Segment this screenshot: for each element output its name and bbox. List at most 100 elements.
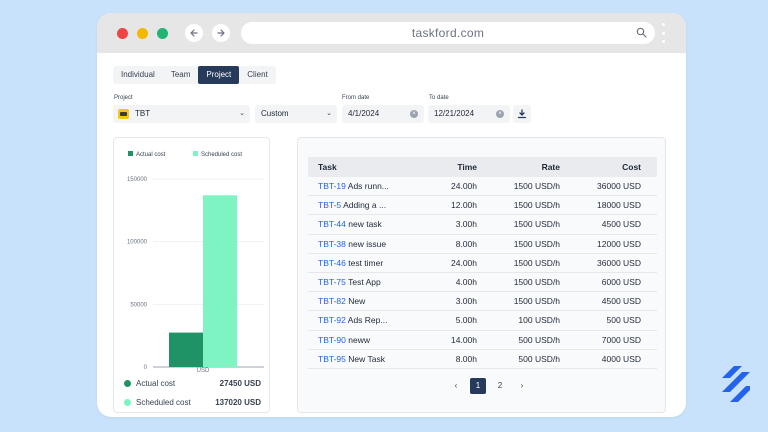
task-id-link[interactable]: TBT-44 [318,219,346,230]
browser-window: taskford.com Individual Team Project Cli… [97,13,686,417]
rate-cell: 100 USD/h [518,315,560,326]
rate-cell: 500 USD/h [518,334,560,345]
task-name: neww [348,334,370,345]
chevron-down-icon: ⌄ [326,110,332,117]
tab-project[interactable]: Project [198,66,240,84]
table-row[interactable]: TBT-44 new task 3.00h 1500 USD/h 4500 USD [308,215,657,235]
address-bar[interactable]: taskford.com [241,22,655,44]
task-id-link[interactable]: TBT-95 [318,353,346,364]
to-date-input[interactable]: 12/21/2024 × [428,105,510,123]
date-range-value: Custom [261,109,289,118]
next-page-button[interactable]: › [520,381,524,390]
task-id-link[interactable]: TBT-38 [318,238,346,249]
legend-label: Scheduled cost [201,152,242,158]
table-row[interactable]: TBT-38 new issue 8.00h 1500 USD/h 12000 USD [308,235,657,254]
task-cell: TBT-19 Ads runn... [318,177,389,196]
clear-icon[interactable]: × [410,110,418,118]
summary-row-actual: Actual cost 27450 USD [124,379,261,398]
summary-value: 27450 USD [219,379,261,388]
task-name: Adding a ... [343,200,387,211]
download-button[interactable] [513,105,531,123]
close-window-button[interactable] [117,28,128,39]
cost-cell: 36000 USD [597,181,641,191]
cost-chart-card: Actual cost Scheduled cost 150000 100000 500… [113,137,270,413]
task-table-card: Task Time Rate Cost TBT-19 Ads runn... 24… [297,137,666,413]
minimize-window-button[interactable] [137,28,148,39]
task-name: New [348,296,366,307]
table-row[interactable]: TBT-75 Test App 4.00h 1500 USD/h 6000 USD [308,273,657,293]
y-tick-label: 50000 [130,302,147,308]
task-id-link[interactable]: TBT-92 [318,315,346,326]
rate-cell: 1500 USD/h [513,296,560,307]
arrow-right-icon [217,29,225,37]
actual-cost-dot [124,380,131,387]
summary-label: Scheduled cost [136,398,191,407]
tab-team[interactable]: Team [170,70,191,79]
scheduled-cost-dot [124,399,131,406]
time-cell: 12.00h [451,200,477,211]
summary-value: 137020 USD [215,398,261,407]
task-id-link[interactable]: TBT-19 [318,181,346,191]
time-cell: 8.00h [455,238,477,249]
cost-cell: 36000 USD [597,257,641,268]
task-cell: TBT-46 test timer [318,254,383,273]
legend-swatch [128,151,133,156]
download-icon [517,109,527,119]
browser-toolbar: taskford.com [97,13,686,53]
tab-client[interactable]: Client [247,70,268,79]
pagination: ‹ 1 2 › [448,378,530,394]
table-row[interactable]: TBT-90 neww 14.00h 500 USD/h 7000 USD [308,331,657,350]
cost-bar-chart: Actual cost Scheduled cost 150000 100000 500… [127,151,264,374]
rate-cell: 1500 USD/h [513,181,560,191]
task-cell: TBT-92 Ads Rep... [318,311,387,330]
legend-label: Actual cost [136,152,166,158]
task-name: test timer [348,257,384,268]
page-2-button[interactable]: 2 [497,381,503,390]
task-id-link[interactable]: TBT-82 [318,296,346,307]
y-tick-label: 100000 [127,240,148,246]
arrow-left-icon [190,29,198,37]
maximize-window-button[interactable] [157,28,168,39]
clear-icon[interactable]: × [496,110,504,118]
forward-button[interactable] [212,24,230,42]
project-select[interactable]: TBT ⌄ [113,105,250,123]
back-button[interactable] [185,24,203,42]
y-tick-label: 150000 [127,177,148,183]
time-cell: 4.00h [455,276,477,287]
cost-cell: 7000 USD [601,334,641,345]
folder-icon [118,109,129,119]
task-cell: TBT-90 neww [318,331,370,350]
time-cell: 3.00h [455,296,477,307]
table-row[interactable]: TBT-92 Ads Rep... 5.00h 100 USD/h 500 USD [308,311,657,331]
more-vertical-icon[interactable] [661,23,665,43]
table-row[interactable]: TBT-5 Adding a ... 12.00h 1500 USD/h 18000 … [308,196,657,216]
project-label: Project [114,95,133,101]
page-1-button[interactable]: 1 [470,378,486,394]
cost-cell: 4500 USD [601,296,641,307]
task-cell: TBT-38 new issue [318,235,386,254]
table-row[interactable]: TBT-82 New 3.00h 1500 USD/h 4500 USD [308,292,657,312]
tab-individual[interactable]: Individual [121,70,155,79]
bar-scheduled-cost [203,195,237,367]
from-date-input[interactable]: 4/1/2024 × [342,105,424,123]
task-id-link[interactable]: TBT-5 [318,200,342,211]
prev-page-button[interactable]: ‹ [454,381,458,390]
table-row[interactable]: TBT-46 test timer 24.00h 1500 USD/h 36000 U… [308,254,657,273]
task-id-link[interactable]: TBT-46 [318,257,346,268]
task-id-link[interactable]: TBT-75 [318,276,346,287]
search-icon[interactable] [636,27,647,38]
to-date-label: To date [429,95,449,101]
time-cell: 24.00h [451,257,477,268]
view-tabs: Individual Team Project Client [113,66,276,84]
time-cell: 24.00h [451,181,477,191]
date-range-select[interactable]: Custom ⌄ [255,105,337,123]
task-name: Test App [348,276,381,287]
cost-cell: 12000 USD [597,238,641,249]
rate-cell: 1500 USD/h [513,200,560,211]
table-row[interactable]: TBT-19 Ads runn... 24.00h 1500 USD/h 36000 … [308,177,657,197]
table-header: Task Time Rate Cost [308,157,657,177]
task-name: new task [348,219,382,230]
cost-summary: Actual cost 27450 USD Scheduled cost 137… [124,379,261,417]
table-row[interactable]: TBT-95 New Task 8.00h 500 USD/h 4000 USD [308,350,657,369]
task-id-link[interactable]: TBT-90 [318,334,346,345]
